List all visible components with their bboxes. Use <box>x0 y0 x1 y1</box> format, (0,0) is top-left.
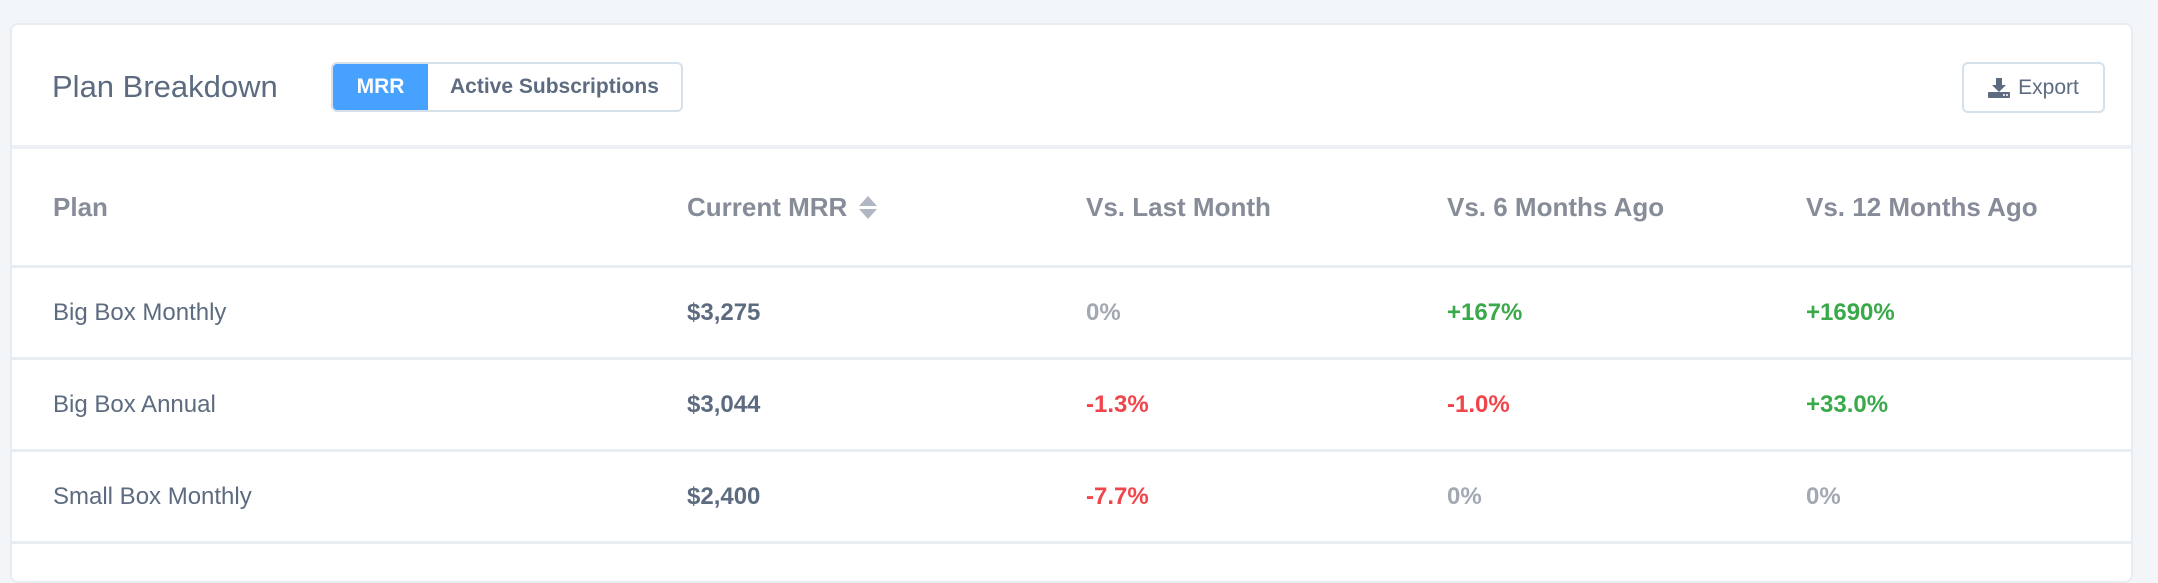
current-mrr: $2,400 <box>687 482 761 510</box>
table-row: Small Box Monthly $2,400 -7.7% 0% 0% <box>12 452 2131 544</box>
current-mrr: $3,044 <box>687 390 761 418</box>
export-label: Export <box>2018 75 2079 99</box>
vs-12-months: +1690% <box>1806 298 1895 326</box>
vs-12-months: 0% <box>1806 482 1841 510</box>
vs-6-months: +167% <box>1447 298 1523 326</box>
sort-icon[interactable] <box>859 195 878 219</box>
vs-6-months: 0% <box>1447 482 1482 510</box>
column-header-current-mrr[interactable]: Current MRR <box>687 149 878 265</box>
column-header-vs-12-months: Vs. 12 Months Ago <box>1806 191 2038 222</box>
column-header-vs-last-month: Vs. Last Month <box>1086 191 1271 222</box>
plan-name: Small Box Monthly <box>53 482 252 510</box>
plan-name: Big Box Monthly <box>53 298 227 326</box>
card-title: Plan Breakdown <box>52 69 278 104</box>
column-header-label: Current MRR <box>687 191 848 222</box>
vs-last-month: -7.7% <box>1086 482 1149 510</box>
card-header: Plan Breakdown MRR Active Subscriptions … <box>12 25 2131 149</box>
vs-6-months: -1.0% <box>1447 390 1510 418</box>
plan-breakdown-card: Plan Breakdown MRR Active Subscriptions … <box>10 23 2133 583</box>
column-header-plan: Plan <box>53 191 108 222</box>
metric-toggle: MRR Active Subscriptions <box>331 62 683 112</box>
table-header-row: Plan Current MRR Vs. Last Month Vs. 6 Mo… <box>12 149 2131 268</box>
toggle-mrr[interactable]: MRR <box>333 64 428 110</box>
column-header-vs-6-months: Vs. 6 Months Ago <box>1447 191 1665 222</box>
plan-name: Big Box Annual <box>53 390 216 418</box>
table-row: Big Box Monthly $3,275 0% +167% +1690% <box>12 268 2131 360</box>
vs-12-months: +33.0% <box>1806 390 1889 418</box>
vs-last-month: 0% <box>1086 298 1121 326</box>
download-icon <box>1988 77 2011 98</box>
current-mrr: $3,275 <box>687 298 761 326</box>
vs-last-month: -1.3% <box>1086 390 1149 418</box>
toggle-active-subscriptions[interactable]: Active Subscriptions <box>450 75 659 98</box>
export-button[interactable]: Export <box>1962 62 2105 113</box>
plan-table: Plan Current MRR Vs. Last Month Vs. 6 Mo… <box>12 149 2131 544</box>
table-row: Big Box Annual $3,044 -1.3% -1.0% +33.0% <box>12 360 2131 452</box>
